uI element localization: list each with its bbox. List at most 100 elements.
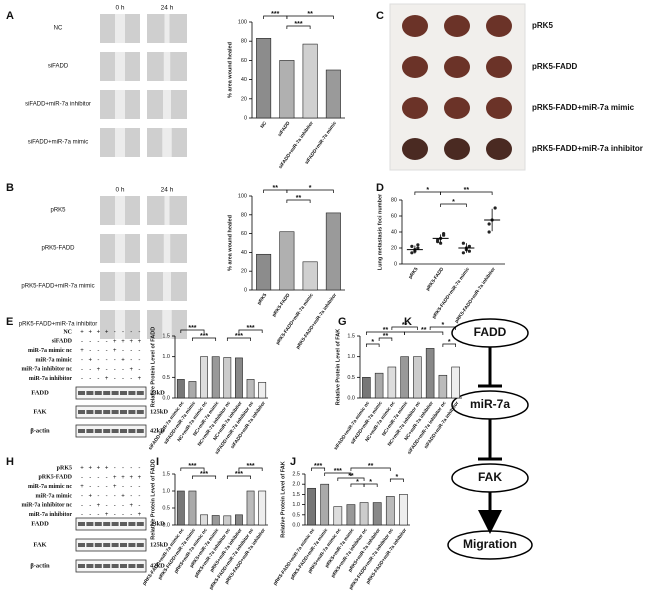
blot-band (103, 522, 111, 526)
lung (444, 97, 470, 119)
row-label: pRK5-FADD (532, 62, 578, 71)
significance-bracket (324, 472, 352, 476)
blot-band (78, 391, 85, 395)
significance-bracket (391, 326, 418, 330)
y-tick-label: 60 (241, 58, 247, 64)
blot-band (86, 391, 94, 395)
bar (256, 253, 272, 291)
blot-band (136, 543, 144, 547)
significance-label: ** (383, 327, 389, 334)
blot-frame (75, 559, 147, 573)
treatment-sign: - (130, 493, 132, 499)
y-tick-label: 0.0 (162, 522, 170, 528)
lung (486, 97, 512, 119)
band-label: FAK (33, 408, 46, 415)
significance-label: *** (314, 463, 322, 470)
treatment-sign: - (130, 357, 132, 363)
treatment-sign: - (138, 367, 140, 373)
column-header: 0 h (115, 5, 124, 12)
row-label: pRK5-FADD+miR-7a inhibitor (532, 144, 643, 153)
blot-band (78, 429, 85, 433)
significance-bracket (337, 477, 365, 481)
treatment-sign: + (129, 367, 133, 373)
bar (200, 514, 208, 526)
blot-band (86, 564, 94, 568)
blot-frame (75, 517, 147, 531)
treatment-sign: - (89, 475, 91, 481)
row-label: pRK5 (532, 21, 553, 30)
treatment-sign: - (81, 367, 83, 373)
significance-bracket (238, 329, 263, 333)
y-tick-label: 0.0 (162, 395, 170, 401)
treatment-sign: - (81, 475, 83, 481)
significance-bracket (442, 343, 456, 347)
data-point (416, 246, 420, 250)
treatment-sign: - (81, 376, 83, 382)
bar (246, 490, 255, 526)
treatment-sign: + (129, 503, 133, 509)
bar (399, 494, 408, 526)
significance-label: *** (200, 471, 208, 478)
chart: 0.0 0.5 1.0 1.5 Relative Protein Level of FA… (147, 325, 268, 456)
wound-gap (164, 14, 170, 43)
treatment-sign: - (114, 330, 116, 336)
treatment-sign: + (97, 503, 101, 509)
bar (413, 356, 422, 399)
pathway-diagram: FADD miR-7a FAK Migration (447, 318, 533, 560)
y-axis-label: Relative Protein Level of FAK (280, 461, 286, 537)
y-tick-label: 80 (241, 212, 247, 218)
blot-band (111, 410, 119, 414)
blot-band (103, 410, 111, 414)
treatment-sign: - (130, 484, 132, 490)
lung (402, 138, 428, 160)
treatment-sign: - (122, 367, 124, 373)
significance-label: *** (235, 333, 243, 340)
significance-bracket (286, 25, 311, 29)
bar (235, 514, 243, 526)
bar (387, 366, 397, 399)
treatment-sign: - (122, 512, 124, 518)
significance-label: *** (188, 325, 196, 332)
wound-gap (115, 52, 125, 81)
bar (200, 356, 208, 399)
y-tick-label: 0.0 (292, 522, 300, 528)
lung (402, 15, 428, 37)
significance-bracket (238, 467, 263, 471)
treatment-sign: - (138, 466, 140, 472)
treatment-sign: + (121, 493, 125, 499)
bar (333, 506, 343, 526)
x-tick-label: siFADD (277, 120, 292, 138)
significance-bracket (378, 337, 393, 341)
node-label: FAK (478, 470, 502, 484)
blot-frame (75, 424, 147, 438)
bar (385, 496, 395, 526)
blot-band (94, 543, 102, 547)
bar (258, 381, 267, 399)
treatment-sign: - (114, 357, 116, 363)
row-label: pRK5-FADD+miR-7a mimic (21, 284, 94, 290)
treatment-sign: - (138, 484, 140, 490)
blot-band (128, 522, 136, 526)
bar (325, 212, 341, 291)
y-tick-label: 1.0 (162, 354, 170, 360)
blot-band (120, 543, 127, 547)
blot-band (78, 522, 85, 526)
significance-bracket (286, 189, 334, 193)
significance-label: * (452, 199, 455, 206)
x-tick-label: pRK5-FADD (425, 266, 446, 292)
data-point (487, 222, 491, 226)
treatment-sign: - (122, 484, 124, 490)
significance-bracket (286, 199, 311, 203)
treatment-sign: - (106, 367, 108, 373)
treatment-sign: + (80, 466, 84, 472)
treatment-label: miR-7a inhibitor nc (21, 503, 72, 509)
blot-band (128, 410, 136, 414)
data-point (410, 251, 414, 255)
treatment-sign: - (114, 503, 116, 509)
treatment-sign: - (114, 376, 116, 382)
bar (372, 502, 382, 526)
y-tick-label: 60 (391, 213, 397, 219)
band-label: FAK (33, 541, 46, 548)
y-tick-label: 0.5 (162, 505, 170, 511)
treatment-sign: - (106, 484, 108, 490)
